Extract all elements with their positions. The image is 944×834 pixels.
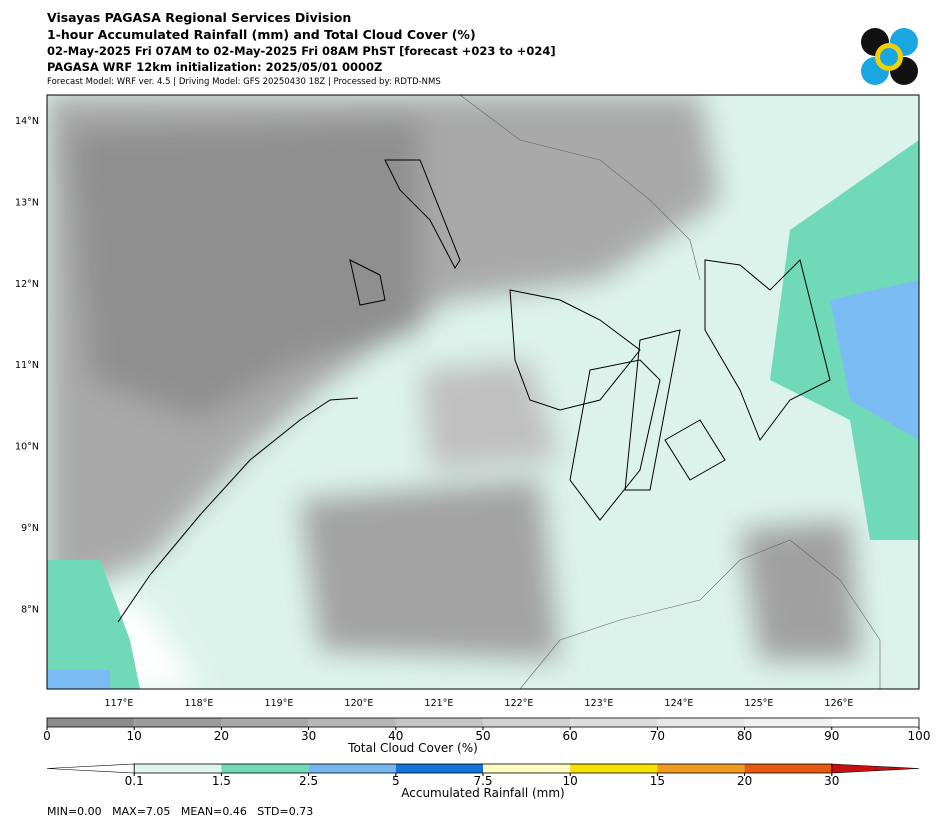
colorbar-segment xyxy=(570,718,658,727)
colorbar-tick-label: 2.5 xyxy=(299,774,318,788)
colorbar-segment xyxy=(395,718,483,727)
colorbar-tick-label: 0.1 xyxy=(125,774,144,788)
lon-label: 120°E xyxy=(345,698,374,709)
logo xyxy=(861,28,918,85)
colorbar-segment xyxy=(395,764,483,773)
colorbar-segment xyxy=(744,764,832,773)
lon-label: 117°E xyxy=(105,698,134,709)
colorbar-tick-label: 80 xyxy=(737,729,752,743)
lat-label: 8°N xyxy=(21,604,39,615)
colorbar-tick-label: 30 xyxy=(824,774,839,788)
lon-label: 126°E xyxy=(825,698,854,709)
map xyxy=(47,95,919,689)
colorbar-tick-label: 40 xyxy=(388,729,403,743)
colorbar-segment xyxy=(744,718,832,727)
subtitle: PAGASA WRF 12km initialization: 2025/05/… xyxy=(47,60,382,74)
colorbar-segment xyxy=(221,718,309,727)
colorbar-segment xyxy=(47,718,135,727)
colorbar-segment xyxy=(134,764,222,773)
generated: 14°N 13°N 12°N 11°N 10°N 9°N 8°N 117°E 118°E 119°… xyxy=(15,116,930,788)
colorbar-tick-label: 50 xyxy=(475,729,490,743)
colorbar-label: Accumulated Rainfall (mm) xyxy=(401,786,564,800)
colorbar-segment xyxy=(483,718,571,727)
lon-label: 121°E xyxy=(425,698,454,709)
title: Visayas PAGASA Regional Services Divisio… xyxy=(47,10,351,25)
model-info: Forecast Model: WRF ver. 4.5 | Driving M… xyxy=(47,77,441,87)
colorbar-tick-label: 15 xyxy=(650,774,665,788)
colorbar-tick-label: 10 xyxy=(127,729,142,743)
colorbar-tick-label: 1.5 xyxy=(212,774,231,788)
colorbar-tick-label: 20 xyxy=(737,774,752,788)
lat-label: 10°N xyxy=(15,442,39,453)
colorbar-extend-under xyxy=(46,763,135,774)
colorbar-segment xyxy=(657,764,745,773)
subtitle: 02-May-2025 Fri 07AM to 02-May-2025 Fri … xyxy=(47,44,556,58)
colorbar-tick-label: 100 xyxy=(908,729,931,743)
lat-label: 9°N xyxy=(21,523,39,534)
lat-label: 13°N xyxy=(15,197,39,208)
lon-label: 119°E xyxy=(265,698,294,709)
colorbar-extend-over xyxy=(831,763,920,774)
lat-label: 11°N xyxy=(15,360,39,371)
colorbar-tick-label: 5 xyxy=(392,774,400,788)
colorbar-segment xyxy=(221,764,309,773)
colorbar-tick-label: 30 xyxy=(301,729,316,743)
stats: MIN=0.00 MAX=7.05 MEAN=0.46 STD=0.73 xyxy=(47,805,313,818)
colorbar-tick-label: 90 xyxy=(824,729,839,743)
lat-label: 14°N xyxy=(15,116,39,127)
colorbar-segment xyxy=(570,764,658,773)
colorbar-segment xyxy=(308,764,396,773)
lat-label: 12°N xyxy=(15,279,39,290)
colorbar-segment xyxy=(134,718,222,727)
colorbar-segment xyxy=(657,718,745,727)
colorbar-tick-label: 70 xyxy=(650,729,665,743)
colorbar-label: Total Cloud Cover (%) xyxy=(347,741,478,755)
colorbar-tick-label: 0 xyxy=(43,729,51,743)
colorbar-tick-label: 20 xyxy=(214,729,229,743)
colorbar-segment xyxy=(831,718,919,727)
colorbar-tick-label: 60 xyxy=(563,729,578,743)
map-frame xyxy=(46,94,920,690)
colorbar-tick-label: 7.5 xyxy=(473,774,492,788)
lon-label: 124°E xyxy=(665,698,694,709)
lon-label: 122°E xyxy=(505,698,534,709)
lon-label: 123°E xyxy=(585,698,614,709)
lon-label: 118°E xyxy=(185,698,214,709)
colorbar-segment xyxy=(483,764,571,773)
lon-label: 125°E xyxy=(745,698,774,709)
colorbar-segment xyxy=(308,718,396,727)
colorbar-tick-label: 10 xyxy=(563,774,578,788)
title: 1-hour Accumulated Rainfall (mm) and Tot… xyxy=(47,27,476,42)
